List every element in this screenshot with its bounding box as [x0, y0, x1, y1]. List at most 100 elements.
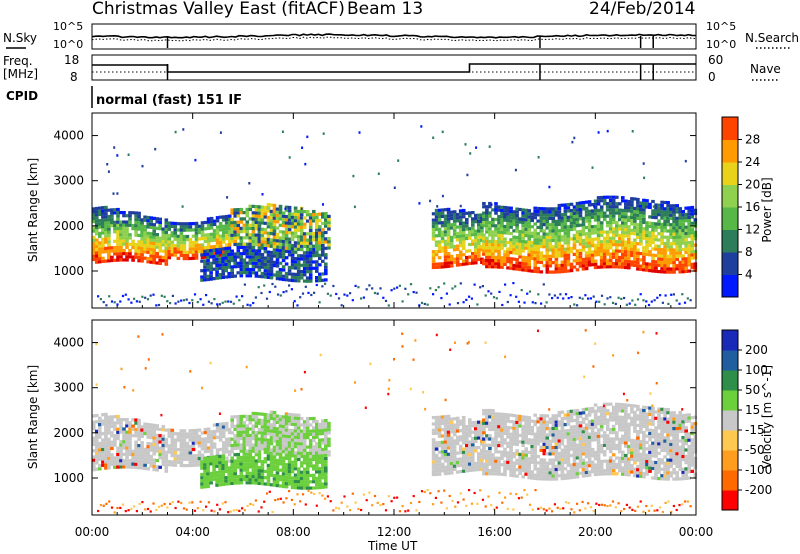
data-cell	[684, 260, 688, 264]
data-cell	[521, 427, 525, 432]
data-cell	[536, 454, 540, 459]
data-cell	[690, 228, 695, 232]
data-cell	[512, 235, 516, 239]
data-cell	[137, 418, 141, 422]
data-cell	[245, 430, 250, 434]
data-cell	[197, 453, 202, 457]
data-cell	[480, 245, 484, 249]
data-cell	[271, 282, 274, 286]
data-cell	[518, 252, 522, 256]
data-cell	[437, 215, 442, 219]
data-cell	[474, 217, 478, 221]
data-cell	[284, 472, 289, 476]
data-cell	[152, 461, 156, 465]
data-cell	[236, 245, 241, 250]
data-cell	[440, 246, 445, 250]
data-cell	[605, 195, 610, 199]
data-cell	[203, 233, 208, 237]
data-cell	[143, 234, 147, 238]
data-cell	[441, 130, 444, 134]
data-cell	[239, 443, 244, 447]
data-cell	[230, 208, 234, 212]
data-cell	[221, 275, 225, 279]
data-cell	[667, 302, 670, 305]
data-cell	[536, 241, 540, 245]
data-cell	[660, 251, 664, 255]
data-cell	[128, 421, 132, 425]
data-cell	[315, 283, 318, 287]
data-cell	[182, 247, 187, 251]
data-cell	[287, 231, 292, 235]
data-cell	[445, 292, 448, 295]
data-cell	[254, 440, 259, 444]
data-cell	[630, 247, 634, 251]
data-cell	[480, 455, 484, 459]
data-cell	[557, 251, 562, 255]
data-cell	[624, 246, 628, 251]
data-cell	[578, 255, 583, 259]
data-cell	[615, 265, 619, 269]
data-cell	[188, 237, 193, 242]
data-cell	[134, 220, 138, 225]
data-cell	[509, 257, 513, 261]
data-cell	[434, 441, 439, 445]
data-cell	[242, 478, 247, 482]
data-cell	[158, 242, 162, 247]
data-cell	[491, 465, 495, 470]
data-cell	[636, 254, 640, 258]
data-cell	[518, 418, 522, 422]
data-cell	[663, 219, 667, 223]
data-cell	[509, 420, 513, 424]
data-cell	[482, 443, 486, 447]
data-cell	[302, 477, 307, 481]
data-cell	[482, 428, 486, 432]
data-cell	[101, 215, 105, 219]
data-cell	[281, 224, 286, 228]
data-cell	[440, 450, 445, 454]
data-cell	[440, 236, 445, 241]
data-cell	[125, 436, 129, 441]
data-cell	[318, 425, 322, 430]
data-cell	[119, 239, 123, 243]
data-cell	[173, 457, 178, 461]
data-cell	[605, 230, 610, 234]
data-cell	[140, 447, 144, 451]
data-cell	[116, 214, 120, 218]
data-cell	[533, 457, 537, 461]
data-cell	[488, 415, 492, 419]
data-cell	[606, 297, 609, 300]
data-cell	[155, 233, 159, 237]
data-cell	[158, 236, 162, 240]
data-cell	[530, 256, 534, 260]
data-cell	[92, 207, 96, 211]
data-cell	[554, 213, 559, 217]
data-cell	[494, 208, 498, 212]
data-cell	[293, 228, 298, 232]
data-cell	[229, 300, 233, 303]
data-cell	[690, 237, 695, 241]
data-cell	[158, 456, 162, 460]
data-cell	[266, 244, 271, 248]
data-cell	[257, 431, 262, 435]
data-cell	[260, 478, 265, 483]
data-cell	[230, 265, 234, 269]
data-cell	[245, 459, 250, 463]
data-cell	[122, 252, 126, 256]
data-cell	[488, 224, 492, 228]
data-cell	[324, 262, 328, 266]
data-cell	[327, 437, 331, 441]
data-cell	[290, 237, 295, 241]
data-cell	[116, 239, 120, 243]
data-cell	[182, 429, 187, 433]
data-cell	[536, 232, 540, 236]
data-cell	[134, 421, 138, 425]
data-cell	[266, 250, 271, 254]
data-cell	[260, 275, 265, 279]
data-cell	[236, 456, 241, 460]
data-cell	[254, 242, 259, 247]
data-cell	[642, 214, 646, 218]
data-cell	[324, 237, 328, 241]
data-cell	[95, 257, 99, 261]
data-cell	[506, 253, 510, 257]
data-cell	[639, 252, 643, 256]
